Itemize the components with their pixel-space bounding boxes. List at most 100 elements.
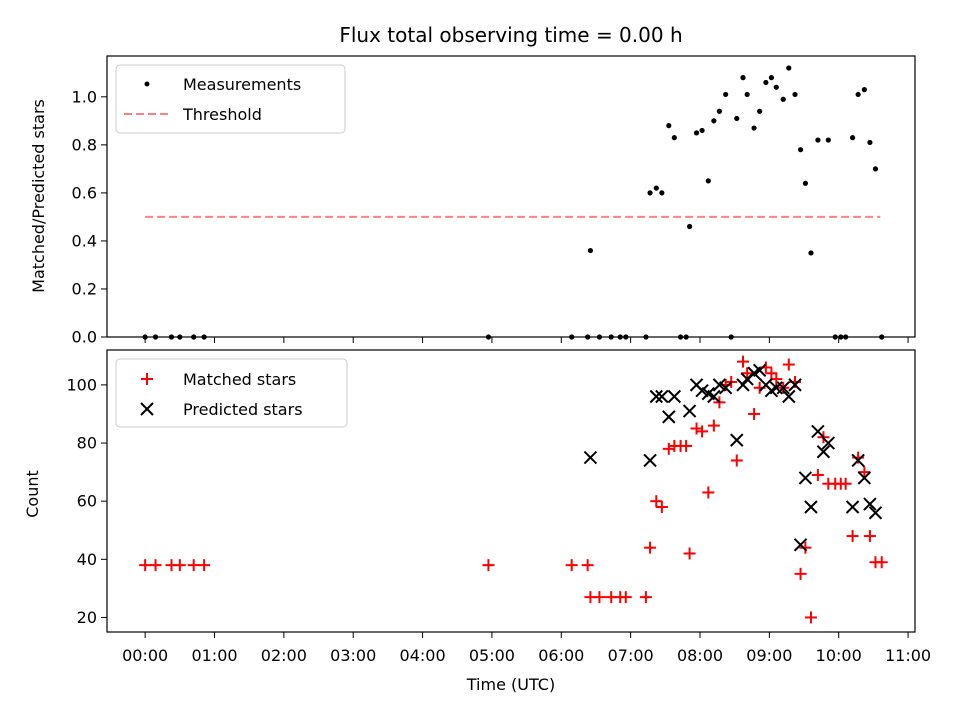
matched-star-point [730,454,743,467]
matched-star-point [198,559,211,572]
measurement-point [802,180,809,186]
matched-star-point [173,559,186,572]
measurement-point [723,91,729,98]
predicted-star-point [682,404,697,418]
measurement-point [671,135,677,141]
x-tick-label: 07:00 [608,646,654,665]
matched-star-point [581,559,594,572]
matched-star-point [846,530,859,543]
predicted-star-point [845,500,860,514]
measurement-point [686,223,693,230]
predicted-star-point [821,436,836,450]
top-y-axis-label: Matched/Predicted stars [29,99,48,293]
bottom-y-tick-label: 80 [77,434,97,453]
measurement-point [693,130,700,136]
matched-star-point [639,591,652,604]
x-tick-label: 02:00 [261,646,307,665]
measurement-point [699,127,705,134]
measurement-point [792,91,798,98]
top-legend: Measurements Threshold [115,64,346,134]
top-y-tick-label: 1.0 [72,87,97,106]
measurement-point [780,96,786,102]
top-ticks: 0.0 0.2 0.4 0.6 0.8 1.0 [72,87,909,347]
matched-star-point [770,373,783,386]
matched-star-point [187,559,200,572]
chart-title: Flux total observing time = 0.00 h [339,23,682,47]
matched-star-point [875,556,888,569]
predicted-star-point [730,433,744,447]
measurement-point [716,108,723,114]
matched-star-point [707,419,720,432]
measurement-point [849,135,856,141]
x-tick-label: 04:00 [400,646,446,665]
predicted-star-point [718,381,733,395]
matched-star-point [736,355,749,368]
matched-star-point [680,439,693,452]
bottom-y-tick-label: 100 [66,375,97,394]
legend-predicted-label: Predicted stars [183,400,303,419]
predicted-star-point [811,424,825,439]
x-tick-label: 05:00 [469,646,515,665]
matched-star-point [683,547,696,560]
matched-star-point [811,469,824,482]
top-plot-frame [106,55,916,338]
predicted-star-point [643,453,657,468]
matched-star-point [782,358,795,371]
bottom-y-tick-label: 20 [77,608,97,627]
legend-measurements-label: Measurements [183,75,301,94]
matched-star-point [655,500,668,513]
measurement-point [867,139,873,146]
measurement-point [711,118,717,124]
matched-star-point [858,466,871,479]
top-y-tick-label: 0.4 [72,231,97,250]
matched-star-point [662,442,675,455]
predicted-star-point [662,410,676,424]
measurement-point [751,125,757,131]
measurement-point [855,91,861,98]
predicted-star-point [868,506,883,520]
bottom-panel: Count Time (UTC) 20 40 60 80 100 00:00 01:00 02… [23,349,931,694]
matched-star-point [139,559,152,572]
measurement-point [734,115,740,122]
measurement-point [808,250,814,256]
bottom-legend-box [115,358,348,428]
matched-star-point [619,591,632,604]
matched-star-point [690,422,703,435]
measurement-point [653,185,659,191]
measurement-point [757,108,763,114]
matched-star-point [482,559,495,572]
legend-predicted-marker [140,402,154,416]
predicted-star-point [798,471,813,485]
measurement-point [647,190,653,196]
predicted-star-point [776,381,790,395]
top-y-tick-label: 0.8 [72,135,97,154]
predicted-star-point [782,389,796,404]
bottom-y-tick-label: 60 [77,492,97,511]
x-tick-label: 01:00 [191,646,237,665]
x-tick-label: 10:00 [816,646,862,665]
measurement-point [587,247,594,254]
matched-star-point [804,611,817,624]
top-legend-box [115,64,346,134]
bottom-y-axis-label: Count [23,470,42,518]
x-tick-label: 11:00 [885,646,931,665]
matched-star-point [696,425,709,438]
measurement-point [666,123,672,129]
predicted-star-point [736,378,750,392]
predicted-star-point [655,389,669,404]
predicted-star-point [788,378,802,392]
predicted-star-point [793,538,808,552]
bottom-legend: Matched stars Predicted stars [115,358,348,428]
matched-star-point [748,407,761,420]
predicted-star-point [804,500,818,514]
x-tick-label: 06:00 [538,646,584,665]
x-tick-label: 03:00 [330,646,376,665]
measurement-point [797,147,804,153]
matched-star-point [644,541,657,554]
matched-star-point [650,495,663,508]
x-tick-label: 00:00 [122,646,168,665]
top-marks [142,65,885,340]
measurement-point [659,190,665,196]
predicted-star-point [649,389,664,404]
